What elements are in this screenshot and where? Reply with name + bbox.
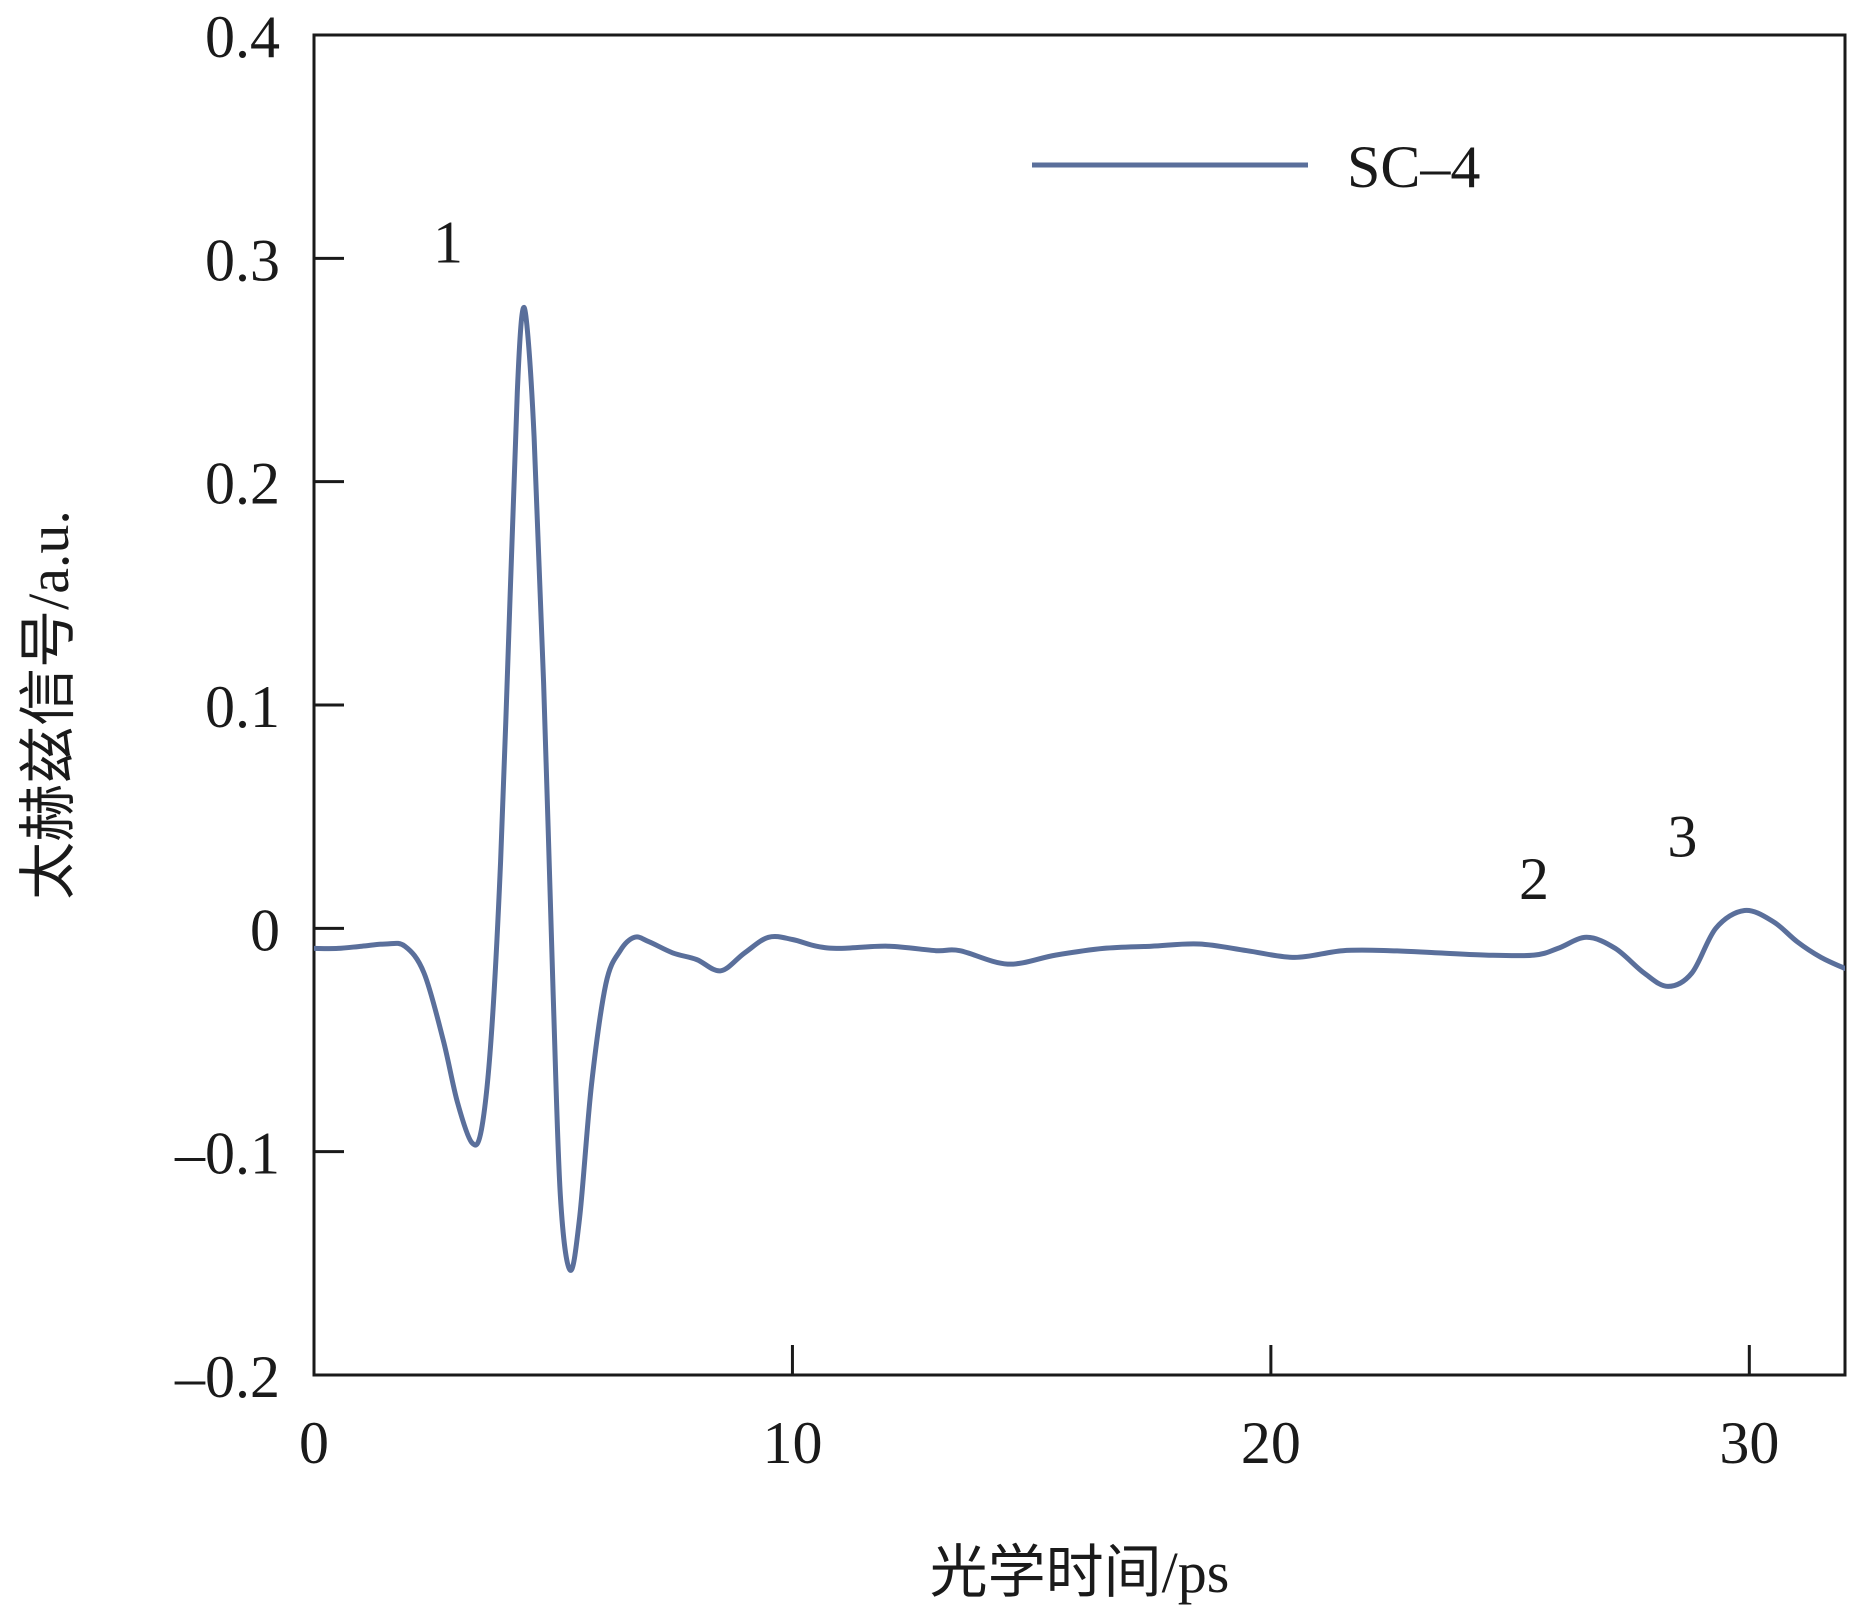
y-axis-title: 太赫兹信号/a.u. <box>16 510 81 900</box>
legend-label: SC–4 <box>1347 134 1480 200</box>
y-tick-label: 0.1 <box>205 674 280 740</box>
peak-label-2: 2 <box>1519 846 1549 912</box>
peak-label-1: 1 <box>433 209 463 275</box>
x-tick-label: 20 <box>1241 1410 1301 1476</box>
peak-label-3: 3 <box>1667 804 1697 870</box>
legend: SC–4 <box>1032 134 1480 200</box>
y-tick-label: 0.3 <box>205 227 280 293</box>
x-tick-label: 30 <box>1719 1410 1779 1476</box>
x-tick-label: 0 <box>299 1410 329 1476</box>
axes-layer: –0.2 –0.1 0 0.1 0.2 0.3 0.4 0 10 20 30 <box>174 4 1847 1476</box>
x-tick-label: 10 <box>762 1410 822 1476</box>
series-line-0 <box>314 304 1845 1273</box>
y-tick-label: 0.2 <box>205 451 280 517</box>
y-tick-label: –0.2 <box>174 1344 280 1410</box>
series-layer <box>314 304 1845 1273</box>
x-axis-title: 光学时间/ps <box>930 1540 1230 1605</box>
y-tick-label: 0.4 <box>205 4 280 70</box>
annotations-layer: 1 2 3 <box>433 209 1697 912</box>
y-tick-label: –0.1 <box>174 1121 280 1187</box>
y-tick-label: 0 <box>250 897 280 963</box>
